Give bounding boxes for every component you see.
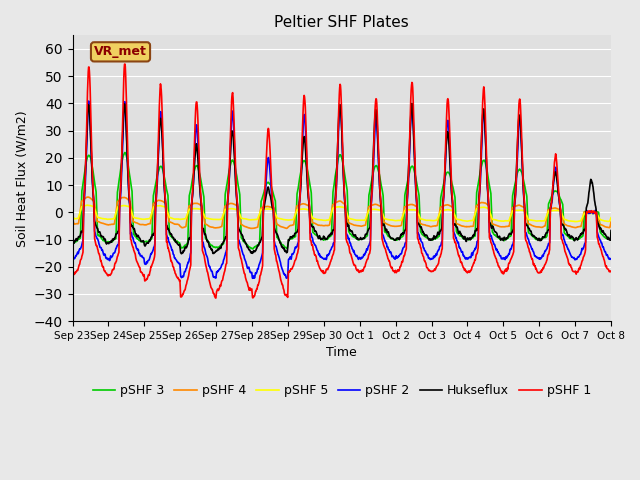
pSHF 3 bbox=[607, 229, 615, 235]
pSHF 5 bbox=[249, 217, 257, 223]
Text: VR_met: VR_met bbox=[94, 45, 147, 59]
pSHF 1 bbox=[544, 252, 552, 258]
pSHF 5 bbox=[496, 218, 504, 224]
pSHF 4 bbox=[250, 226, 257, 231]
pSHF 5 bbox=[572, 219, 579, 225]
pSHF 1 bbox=[497, 267, 504, 273]
Line: pSHF 4: pSHF 4 bbox=[72, 197, 611, 228]
pSHF 1 bbox=[121, 61, 129, 67]
Line: Hukseflux: Hukseflux bbox=[72, 104, 611, 254]
Hukseflux bbox=[68, 229, 76, 235]
pSHF 4 bbox=[607, 219, 615, 225]
pSHF 5 bbox=[543, 211, 551, 217]
pSHF 1 bbox=[189, 188, 196, 193]
pSHF 5 bbox=[607, 215, 615, 221]
pSHF 2 bbox=[189, 192, 196, 197]
Hukseflux bbox=[249, 250, 257, 255]
pSHF 2 bbox=[544, 243, 552, 249]
pSHF 5 bbox=[68, 213, 76, 218]
pSHF 4 bbox=[497, 224, 504, 229]
pSHF 1 bbox=[212, 295, 220, 301]
Line: pSHF 1: pSHF 1 bbox=[72, 64, 611, 298]
Hukseflux bbox=[607, 228, 615, 233]
pSHF 4 bbox=[68, 216, 76, 221]
pSHF 2 bbox=[426, 256, 434, 262]
pSHF 1 bbox=[607, 269, 615, 275]
Y-axis label: Soil Heat Flux (W/m2): Soil Heat Flux (W/m2) bbox=[15, 110, 28, 247]
pSHF 3 bbox=[497, 237, 504, 242]
X-axis label: Time: Time bbox=[326, 347, 357, 360]
pSHF 1 bbox=[68, 240, 76, 246]
Hukseflux bbox=[426, 236, 434, 241]
pSHF 1 bbox=[426, 268, 434, 274]
Line: pSHF 5: pSHF 5 bbox=[72, 205, 611, 222]
pSHF 4 bbox=[176, 223, 184, 228]
pSHF 5 bbox=[84, 202, 92, 208]
Hukseflux bbox=[408, 101, 416, 107]
pSHF 4 bbox=[249, 226, 257, 231]
pSHF 3 bbox=[121, 150, 129, 156]
pSHF 1 bbox=[250, 294, 257, 300]
pSHF 4 bbox=[189, 201, 196, 207]
pSHF 3 bbox=[250, 246, 257, 252]
pSHF 1 bbox=[176, 278, 184, 284]
pSHF 2 bbox=[84, 98, 92, 104]
pSHF 5 bbox=[189, 206, 196, 212]
pSHF 3 bbox=[249, 246, 257, 252]
pSHF 3 bbox=[68, 225, 76, 231]
Title: Peltier SHF Plates: Peltier SHF Plates bbox=[275, 15, 409, 30]
pSHF 4 bbox=[544, 209, 552, 215]
pSHF 2 bbox=[497, 253, 504, 259]
Legend: pSHF 3, pSHF 4, pSHF 5, pSHF 2, Hukseflux, pSHF 1: pSHF 3, pSHF 4, pSHF 5, pSHF 2, Hukseflu… bbox=[88, 379, 596, 402]
pSHF 2 bbox=[176, 261, 184, 266]
pSHF 3 bbox=[176, 240, 184, 246]
Hukseflux bbox=[177, 251, 185, 257]
pSHF 2 bbox=[250, 275, 257, 281]
pSHF 2 bbox=[607, 256, 615, 262]
pSHF 3 bbox=[189, 175, 196, 181]
Line: pSHF 3: pSHF 3 bbox=[72, 153, 611, 249]
pSHF 3 bbox=[426, 237, 434, 242]
pSHF 2 bbox=[68, 232, 76, 238]
pSHF 5 bbox=[176, 216, 184, 222]
Hukseflux bbox=[175, 242, 183, 248]
pSHF 4 bbox=[84, 194, 92, 200]
pSHF 3 bbox=[544, 217, 552, 223]
Hukseflux bbox=[544, 228, 552, 234]
Hukseflux bbox=[497, 236, 504, 241]
pSHF 5 bbox=[426, 217, 433, 223]
pSHF 4 bbox=[426, 224, 434, 229]
pSHF 2 bbox=[249, 276, 257, 281]
Hukseflux bbox=[189, 191, 196, 196]
Line: pSHF 2: pSHF 2 bbox=[72, 101, 611, 278]
